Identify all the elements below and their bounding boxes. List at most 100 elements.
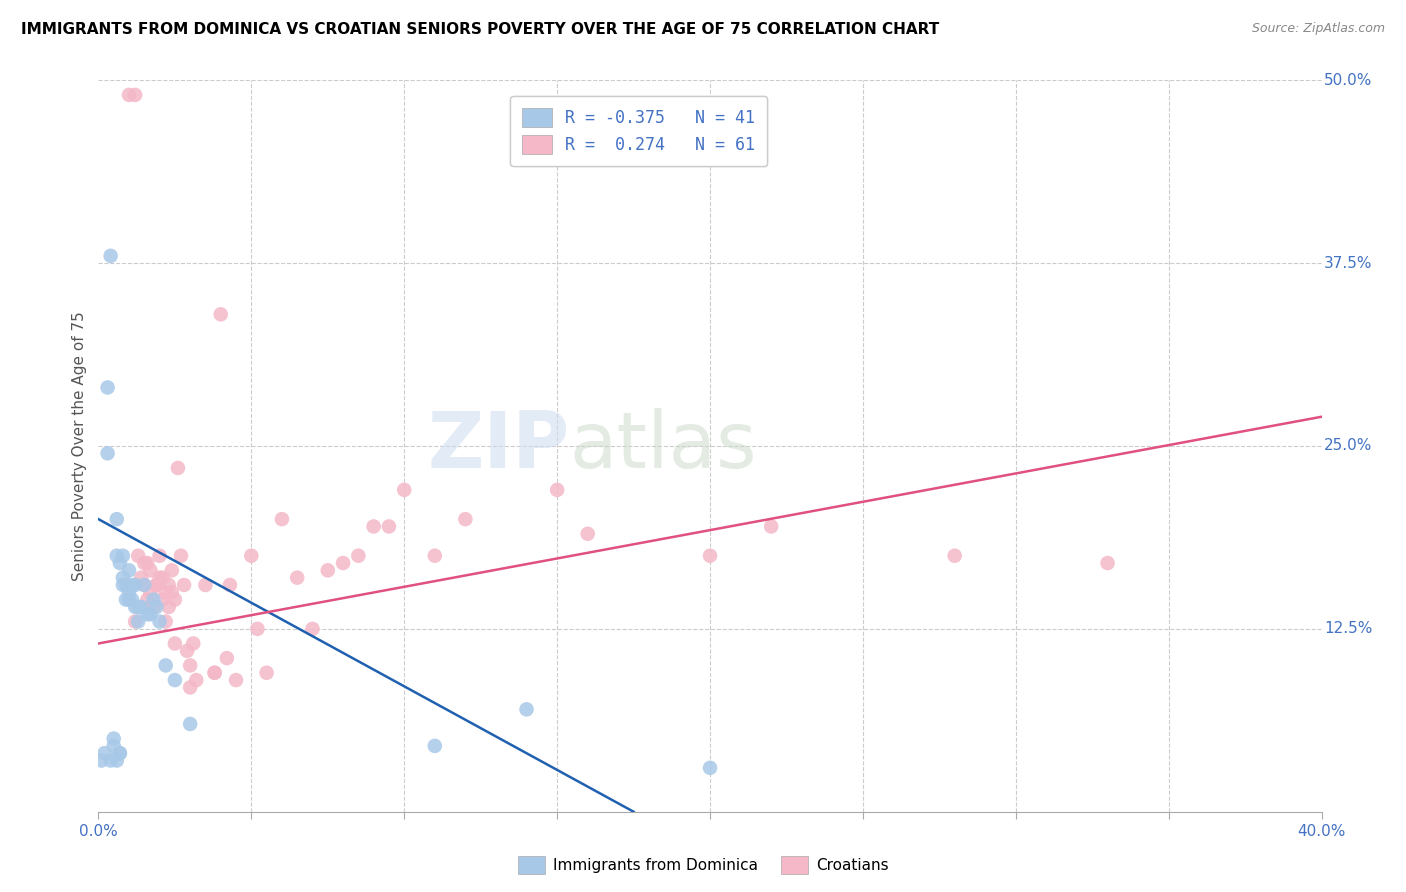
Point	[118, 563, 141, 577]
Point	[103, 731, 125, 746]
Point	[332, 556, 354, 570]
Text: atlas: atlas	[569, 408, 756, 484]
Point	[149, 615, 172, 629]
Point	[129, 599, 152, 614]
Point	[152, 592, 174, 607]
Point	[127, 599, 149, 614]
Point	[115, 578, 138, 592]
Point	[145, 578, 167, 592]
Point	[163, 636, 186, 650]
Point	[115, 592, 138, 607]
Point	[111, 571, 134, 585]
Point	[181, 636, 204, 650]
Point	[215, 651, 238, 665]
Point	[176, 644, 198, 658]
Point	[204, 665, 226, 680]
Point	[270, 512, 292, 526]
Legend: Immigrants from Dominica, Croatians: Immigrants from Dominica, Croatians	[512, 850, 894, 880]
Point	[134, 556, 156, 570]
Text: IMMIGRANTS FROM DOMINICA VS CROATIAN SENIORS POVERTY OVER THE AGE OF 75 CORRELAT: IMMIGRANTS FROM DOMINICA VS CROATIAN SEN…	[21, 22, 939, 37]
Text: Source: ZipAtlas.com: Source: ZipAtlas.com	[1251, 22, 1385, 36]
Point	[163, 592, 186, 607]
Point	[136, 592, 159, 607]
Point	[179, 717, 201, 731]
Point	[105, 549, 128, 563]
Point	[219, 578, 242, 592]
Point	[129, 571, 152, 585]
Point	[155, 585, 177, 599]
Text: 50.0%: 50.0%	[1324, 73, 1372, 87]
Point	[516, 702, 538, 716]
Point	[256, 665, 278, 680]
Text: 25.0%: 25.0%	[1324, 439, 1372, 453]
Point	[93, 746, 115, 760]
Point	[118, 592, 141, 607]
Point	[124, 578, 146, 592]
Point	[90, 754, 112, 768]
Point	[179, 658, 201, 673]
Point	[943, 549, 966, 563]
Point	[103, 739, 125, 753]
Point	[118, 87, 141, 102]
Point	[301, 622, 323, 636]
Point	[105, 512, 128, 526]
Point	[316, 563, 339, 577]
Point	[454, 512, 477, 526]
Point	[118, 585, 141, 599]
Point	[139, 607, 162, 622]
Point	[347, 549, 370, 563]
Point	[179, 681, 201, 695]
Point	[142, 599, 165, 614]
Point	[204, 665, 226, 680]
Point	[246, 622, 269, 636]
Point	[225, 673, 247, 687]
Point	[157, 599, 180, 614]
Point	[149, 571, 172, 585]
Text: 12.5%: 12.5%	[1324, 622, 1372, 636]
Legend: R = -0.375   N = 41, R =  0.274   N = 61: R = -0.375 N = 41, R = 0.274 N = 61	[510, 96, 768, 166]
Point	[167, 461, 190, 475]
Point	[160, 563, 183, 577]
Point	[155, 615, 177, 629]
Point	[546, 483, 568, 497]
Y-axis label: Seniors Poverty Over the Age of 75: Seniors Poverty Over the Age of 75	[72, 311, 87, 581]
Point	[100, 754, 122, 768]
Text: ZIP: ZIP	[427, 408, 569, 484]
Point	[124, 87, 146, 102]
Point	[124, 599, 146, 614]
Point	[134, 578, 156, 592]
Point	[152, 571, 174, 585]
Point	[127, 549, 149, 563]
Point	[134, 578, 156, 592]
Point	[173, 578, 195, 592]
Point	[97, 446, 120, 460]
Text: 37.5%: 37.5%	[1324, 256, 1372, 270]
Point	[145, 578, 167, 592]
Point	[111, 549, 134, 563]
Point	[100, 249, 122, 263]
Point	[157, 578, 180, 592]
Point	[127, 615, 149, 629]
Point	[149, 549, 172, 563]
Point	[699, 761, 721, 775]
Point	[105, 754, 128, 768]
Point	[699, 549, 721, 563]
Point	[576, 526, 599, 541]
Point	[170, 549, 193, 563]
Point	[136, 556, 159, 570]
Point	[108, 556, 131, 570]
Point	[209, 307, 232, 321]
Point	[423, 549, 446, 563]
Point	[163, 673, 186, 687]
Point	[108, 746, 131, 760]
Point	[186, 673, 208, 687]
Point	[392, 483, 416, 497]
Point	[285, 571, 308, 585]
Point	[121, 592, 143, 607]
Point	[363, 519, 385, 533]
Point	[1097, 556, 1119, 570]
Point	[108, 746, 131, 760]
Point	[111, 578, 134, 592]
Point	[97, 380, 120, 394]
Point	[759, 519, 782, 533]
